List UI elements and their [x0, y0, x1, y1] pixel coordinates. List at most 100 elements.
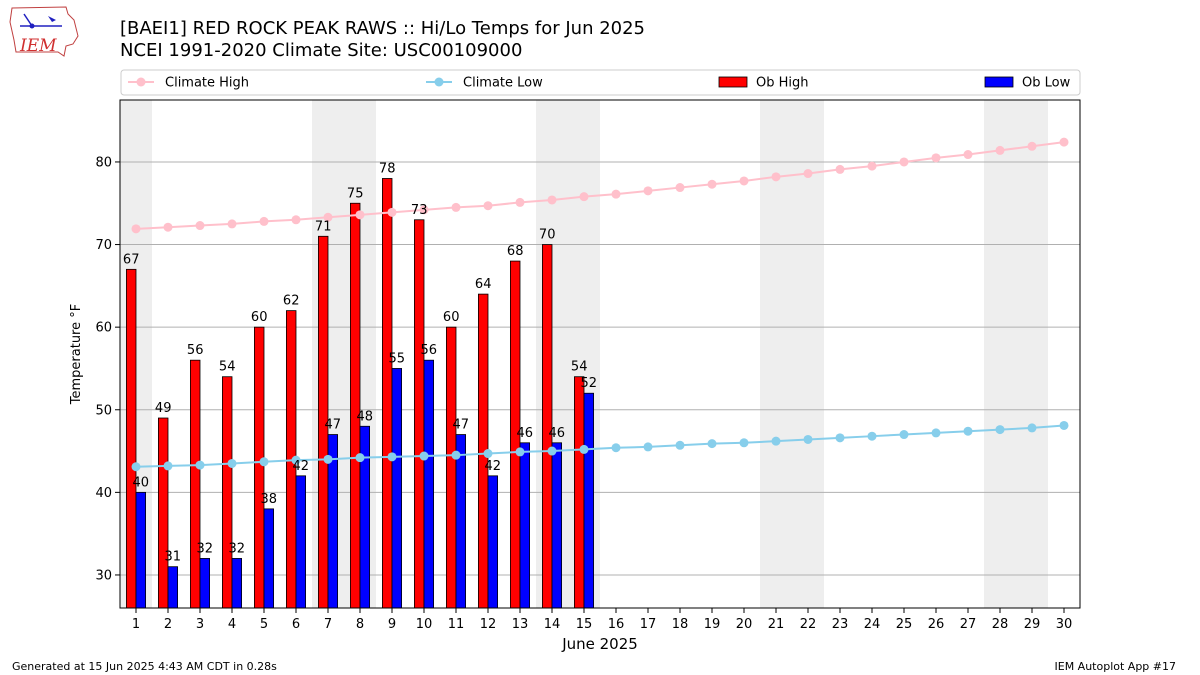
weekend-band: [984, 100, 1016, 608]
legend-climate-high-label: Climate High: [165, 76, 249, 91]
climate-high-point: [323, 212, 333, 222]
x-tick-label: 22: [800, 617, 817, 632]
x-tick-label: 26: [928, 617, 945, 632]
logo-text: IEM: [19, 36, 57, 56]
x-tick-label: 24: [864, 617, 881, 632]
ob-high-label: 75: [347, 186, 364, 201]
ob-low-bar: [263, 508, 275, 609]
climate-high-point: [707, 179, 717, 189]
x-tick-label: 30: [1056, 617, 1073, 632]
ob-low-label: 42: [293, 459, 310, 474]
climate-high-point: [131, 224, 141, 234]
ob-high-bar: [349, 202, 361, 609]
y-tick-label: 50: [95, 403, 112, 418]
x-tick-label: 12: [480, 617, 497, 632]
climate-high-point: [643, 186, 653, 196]
iem-logo: IEM: [9, 6, 79, 57]
ob-high-label: 68: [507, 244, 524, 259]
ob-high-label: 67: [123, 252, 140, 267]
x-tick-label: 29: [1024, 617, 1041, 632]
x-tick-label: 3: [196, 617, 204, 632]
climate-low-point: [419, 451, 429, 461]
climate-low-point: [931, 428, 941, 438]
ob-high-bar: [189, 359, 201, 609]
climate-low-point: [835, 433, 845, 443]
climate-high-point: [835, 164, 845, 174]
climate-low-point: [195, 460, 205, 470]
climate-low-point: [899, 430, 909, 440]
climate-low-point: [611, 443, 621, 453]
climate-low-point: [771, 436, 781, 446]
x-tick-label: 8: [356, 617, 364, 632]
climate-high-point: [771, 172, 781, 182]
climate-low-point: [739, 438, 749, 448]
ob-high-bar: [126, 268, 137, 609]
climate-high-point: [547, 195, 557, 205]
x-tick-label: 7: [324, 617, 332, 632]
climate-high-point: [611, 189, 621, 199]
ob-low-bar: [455, 434, 467, 609]
ob-low-bar: [487, 475, 499, 609]
climate-low-point: [259, 457, 269, 467]
x-tick-label: 6: [292, 617, 300, 632]
ob-low-bar: [135, 491, 146, 609]
climate-low-point: [547, 446, 557, 456]
climate-low-point: [963, 426, 973, 436]
climate-low-point: [995, 425, 1005, 435]
footer-app: IEM Autoplot App #17: [1054, 660, 1177, 673]
y-tick-label: 30: [95, 568, 112, 583]
legend-ob-low-label: Ob Low: [1022, 76, 1071, 91]
x-tick-label: 5: [260, 617, 268, 632]
ob-low-label: 42: [485, 459, 502, 474]
legend-climate-low-label: Climate Low: [463, 76, 543, 91]
climate-low-point: [1027, 423, 1037, 433]
climate-high-point: [1027, 141, 1037, 151]
ob-low-bar: [295, 475, 307, 609]
y-tick-label: 60: [95, 321, 112, 336]
ob-low-label: 55: [389, 351, 406, 366]
climate-high-point: [579, 192, 589, 202]
ob-low-label: 47: [325, 418, 342, 433]
climate-low-point: [163, 461, 173, 471]
x-tick-label: 11: [448, 617, 465, 632]
footer-generated: Generated at 15 Jun 2025 4:43 AM CDT in …: [12, 660, 277, 673]
ob-low-bar: [519, 442, 531, 609]
ob-low-bar: [167, 566, 178, 609]
climate-high-point: [1059, 137, 1069, 147]
climate-high-point: [195, 221, 205, 231]
legend-climate-low-marker: [434, 77, 444, 87]
x-tick-label: 4: [228, 617, 236, 632]
ob-high-bar: [574, 376, 585, 609]
chart-subtitle: NCEI 1991-2020 Climate Site: USC00109000: [120, 40, 523, 61]
climate-high-point: [291, 215, 301, 225]
ob-high-bar: [221, 376, 233, 609]
climate-high-point: [355, 210, 365, 220]
y-tick-label: 40: [95, 486, 112, 501]
y-tick-label: 70: [95, 238, 112, 253]
x-tick-label: 23: [832, 617, 849, 632]
climate-high-point: [387, 207, 397, 217]
climate-high-point: [515, 197, 525, 207]
climate-low-point: [291, 455, 301, 465]
ob-low-label: 32: [229, 541, 246, 556]
climate-high-point: [739, 176, 749, 186]
ob-low-label: 48: [357, 409, 374, 424]
climate-low-point: [867, 431, 877, 441]
x-tick-label: 14: [544, 617, 561, 632]
ob-high-label: 64: [475, 277, 492, 292]
ob-low-bar: [551, 442, 563, 609]
ob-low-label: 31: [165, 550, 182, 565]
x-tick-label: 15: [576, 617, 593, 632]
ob-high-label: 60: [443, 310, 460, 325]
legend-ob-high-swatch: [718, 76, 748, 88]
climate-low-point: [451, 450, 461, 460]
x-tick-label: 21: [768, 617, 785, 632]
plot-frame: [119, 99, 1081, 609]
ob-high-label: 78: [379, 161, 396, 176]
ob-high-label: 60: [251, 310, 268, 325]
climate-high-point: [867, 161, 877, 171]
legend: Climate High Climate Low Ob High Ob Low: [120, 69, 1081, 96]
climate-high-point: [899, 157, 909, 167]
climate-low-point: [387, 452, 397, 462]
